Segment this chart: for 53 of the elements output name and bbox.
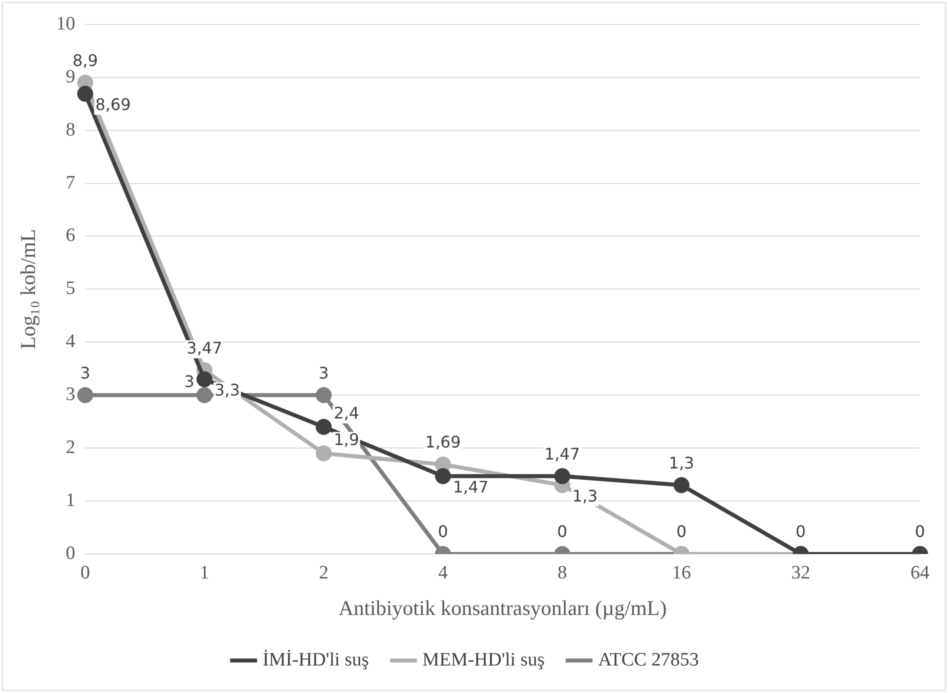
point — [316, 418, 332, 435]
x-tick-label: 1 — [200, 562, 210, 584]
point — [434, 456, 451, 472]
y-tick-label: 2 — [66, 437, 76, 458]
point — [196, 371, 212, 388]
data-label: 0 — [676, 522, 687, 542]
point — [673, 477, 690, 494]
y-tick-label: 6 — [66, 225, 76, 246]
data-label: 3 — [184, 372, 194, 391]
point — [434, 468, 451, 484]
data-label: 3 — [80, 363, 90, 382]
data-label: 8,9 — [72, 50, 98, 70]
data-label: 1,3 — [572, 486, 598, 506]
data-label: 3 — [318, 363, 329, 382]
x-axis-title: Antibiyotik konsantrasyonları (µg/mL) — [338, 596, 667, 620]
y-tick-label: 0 — [66, 542, 76, 564]
point — [77, 86, 94, 102]
x-tick-label: 4 — [438, 562, 448, 584]
y-tick-label: 1 — [66, 490, 76, 512]
x-tick-label: 0 — [80, 562, 90, 584]
y-tick-label: 7 — [66, 172, 76, 194]
data-label: 0 — [914, 522, 926, 542]
data-label: 1,3 — [668, 453, 694, 472]
point — [77, 387, 94, 404]
point — [554, 468, 570, 484]
data-label: 3,47 — [186, 338, 222, 358]
y-axis-title: Log₁₀ kob/mL — [16, 229, 40, 350]
data-label: 8,69 — [95, 94, 131, 114]
y-tick-label: 3 — [66, 384, 76, 406]
x-tick-label: 8 — [557, 562, 567, 584]
legend-label: ATCC 27853 — [598, 649, 699, 670]
data-label: 2,4 — [334, 404, 360, 423]
y-tick-label: 8 — [66, 119, 76, 140]
data-label: 1,69 — [425, 432, 461, 452]
point — [316, 387, 332, 404]
x-tick-label: 2 — [318, 562, 328, 584]
data-label: 0 — [557, 522, 568, 542]
y-tick-label: 10 — [56, 13, 76, 34]
data-label: 3,3 — [214, 380, 240, 400]
data-label: 1,47 — [452, 477, 489, 496]
point — [316, 445, 332, 462]
legend-label: MEM-HD'li suş — [422, 649, 545, 670]
data-label: 0 — [796, 522, 806, 542]
point — [196, 387, 212, 404]
x-tick-label: 16 — [672, 562, 691, 584]
data-label: 1,9 — [334, 430, 360, 450]
data-label: 1,47 — [544, 444, 580, 464]
y-tick-label: 5 — [66, 278, 76, 300]
y-tick-label: 4 — [66, 331, 76, 352]
legend-label: İMİ-HD'li suş — [262, 649, 369, 670]
data-label: 0 — [438, 522, 448, 542]
x-tick-label: 32 — [791, 562, 810, 584]
x-tick-label: 64 — [910, 562, 930, 584]
